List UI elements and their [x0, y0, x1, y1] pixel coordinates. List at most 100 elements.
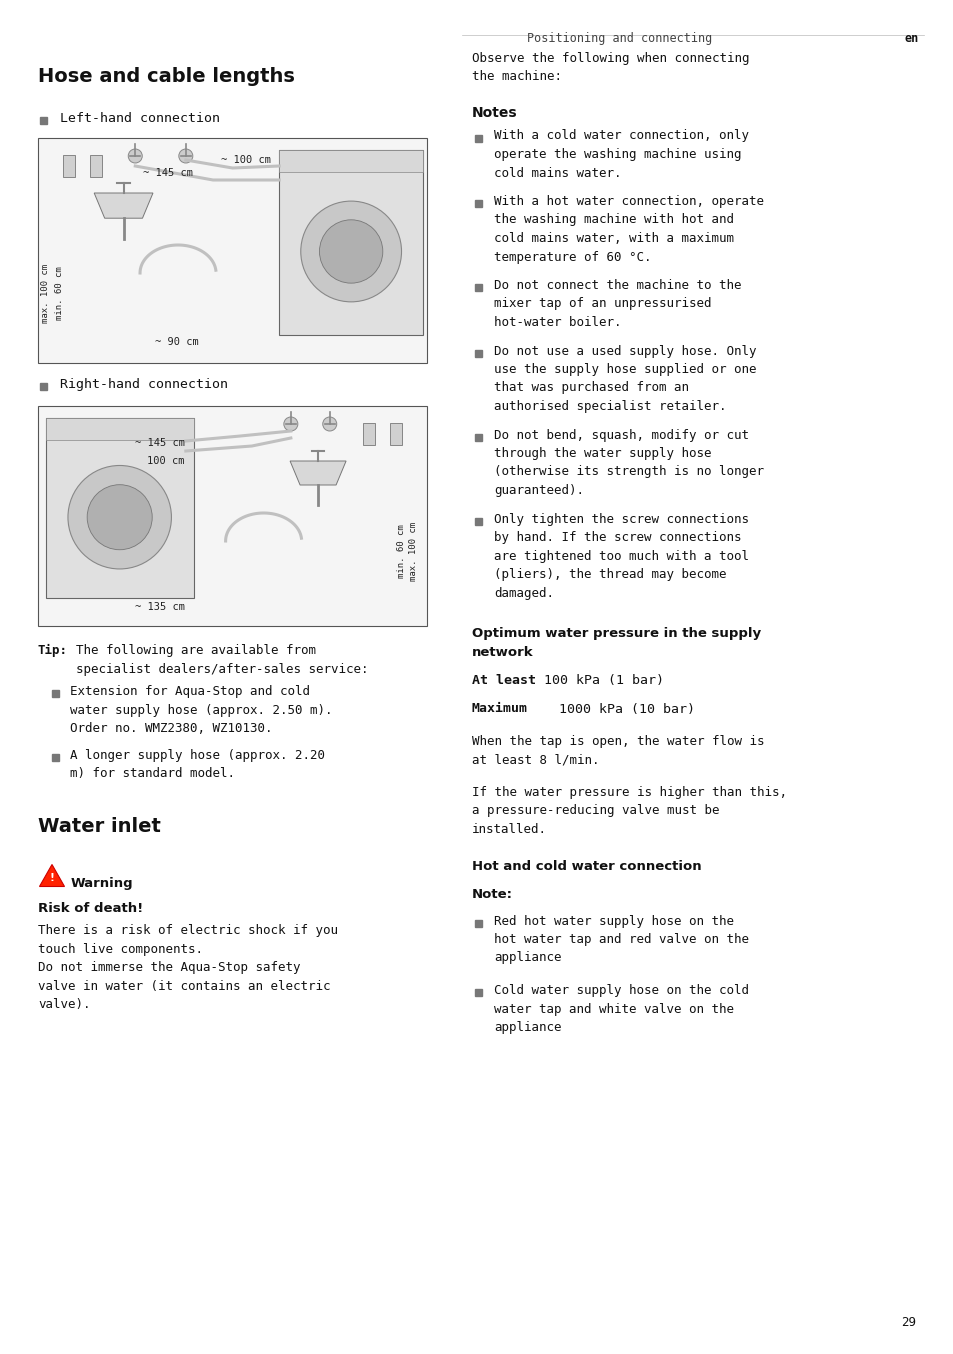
Text: Risk of death!: Risk of death! — [38, 902, 143, 914]
Bar — [475, 349, 481, 356]
Text: appliance: appliance — [494, 1021, 561, 1034]
Bar — [279, 150, 423, 334]
FancyBboxPatch shape — [390, 422, 401, 445]
Bar — [475, 919, 481, 926]
Circle shape — [128, 149, 142, 162]
Text: water tap and white valve on the: water tap and white valve on the — [494, 1002, 733, 1016]
Text: At least: At least — [472, 674, 536, 686]
Text: Do not connect the machine to the: Do not connect the machine to the — [494, 279, 740, 292]
Text: Positioning and connecting: Positioning and connecting — [526, 32, 712, 45]
Polygon shape — [94, 194, 152, 218]
Text: hot water tap and red valve on the: hot water tap and red valve on the — [494, 933, 748, 946]
Bar — [40, 383, 47, 390]
FancyBboxPatch shape — [63, 154, 75, 177]
Text: that was purchased from an: that was purchased from an — [494, 382, 688, 394]
Text: Do not immerse the Aqua-Stop safety: Do not immerse the Aqua-Stop safety — [38, 961, 300, 974]
Text: ~ 90 cm: ~ 90 cm — [154, 337, 198, 347]
Text: installed.: installed. — [472, 823, 546, 835]
Text: max. 100 cm: max. 100 cm — [409, 521, 417, 581]
Bar — [475, 517, 481, 524]
Text: Extension for Aqua-Stop and cold: Extension for Aqua-Stop and cold — [70, 685, 310, 699]
Text: Maximum: Maximum — [472, 703, 527, 715]
Text: ~ 100 cm: ~ 100 cm — [220, 154, 271, 165]
Text: Tip:: Tip: — [38, 645, 68, 657]
Circle shape — [178, 149, 193, 162]
Text: min. 60 cm: min. 60 cm — [55, 267, 64, 320]
Text: ~ 145 cm: ~ 145 cm — [135, 437, 185, 448]
Text: 1000 kPa (10 bar): 1000 kPa (10 bar) — [558, 703, 695, 715]
Text: !: ! — [50, 873, 54, 883]
Text: When the tap is open, the water flow is: When the tap is open, the water flow is — [472, 735, 763, 747]
Text: at least 8 l/min.: at least 8 l/min. — [472, 753, 598, 766]
Text: Left-hand connection: Left-hand connection — [60, 112, 220, 125]
Text: Only tighten the screw connections: Only tighten the screw connections — [494, 513, 748, 525]
FancyBboxPatch shape — [362, 422, 375, 445]
Text: max. 100 cm: max. 100 cm — [41, 264, 50, 322]
Text: valve in water (it contains an electric: valve in water (it contains an electric — [38, 979, 330, 992]
Circle shape — [68, 466, 172, 569]
Text: Order no. WMZ2380, WZ10130.: Order no. WMZ2380, WZ10130. — [70, 722, 273, 735]
Text: (otherwise its strength is no longer: (otherwise its strength is no longer — [494, 466, 763, 478]
Bar — [52, 754, 59, 761]
Text: ~ 145 cm: ~ 145 cm — [143, 168, 193, 177]
Text: specialist dealers/after-sales service:: specialist dealers/after-sales service: — [76, 662, 368, 676]
Text: Right-hand connection: Right-hand connection — [60, 378, 228, 391]
Text: water supply hose (approx. 2.50 m).: water supply hose (approx. 2.50 m). — [70, 704, 333, 716]
Circle shape — [322, 417, 336, 431]
Text: 100 kPa (1 bar): 100 kPa (1 bar) — [543, 674, 663, 686]
Bar — [475, 284, 481, 291]
Text: min. 60 cm: min. 60 cm — [396, 524, 406, 578]
Circle shape — [87, 485, 152, 550]
Bar — [475, 988, 481, 997]
Bar — [46, 418, 193, 598]
Text: by hand. If the screw connections: by hand. If the screw connections — [494, 531, 740, 544]
Text: Do not bend, squash, modify or cut: Do not bend, squash, modify or cut — [494, 428, 748, 441]
Text: A longer supply hose (approx. 2.20: A longer supply hose (approx. 2.20 — [70, 749, 325, 761]
Text: Notes: Notes — [472, 106, 517, 121]
Bar — [279, 150, 423, 172]
Text: The following are available from: The following are available from — [76, 645, 315, 657]
Text: (pliers), the thread may become: (pliers), the thread may become — [494, 567, 726, 581]
Text: Do not use a used supply hose. Only: Do not use a used supply hose. Only — [494, 344, 756, 357]
Text: Water inlet: Water inlet — [38, 816, 161, 835]
Bar — [475, 134, 481, 142]
Polygon shape — [290, 460, 346, 485]
Text: 100 cm: 100 cm — [147, 456, 184, 466]
Circle shape — [319, 219, 382, 283]
Text: through the water supply hose: through the water supply hose — [494, 447, 711, 460]
FancyBboxPatch shape — [38, 406, 427, 626]
Text: operate the washing machine using: operate the washing machine using — [494, 148, 740, 161]
Text: 29: 29 — [900, 1316, 915, 1330]
Text: authorised specialist retailer.: authorised specialist retailer. — [494, 399, 726, 413]
Text: appliance: appliance — [494, 952, 561, 964]
Text: guaranteed).: guaranteed). — [494, 483, 583, 497]
FancyBboxPatch shape — [38, 138, 427, 363]
Text: With a cold water connection, only: With a cold water connection, only — [494, 130, 748, 142]
Text: Observe the following when connecting: Observe the following when connecting — [472, 51, 749, 65]
Text: touch live components.: touch live components. — [38, 942, 203, 956]
Text: the washing machine with hot and: the washing machine with hot and — [494, 214, 733, 226]
Bar — [475, 200, 481, 207]
Text: temperature of 60 °C.: temperature of 60 °C. — [494, 250, 651, 264]
Text: m) for standard model.: m) for standard model. — [70, 766, 234, 780]
Text: the machine:: the machine: — [472, 70, 561, 84]
Polygon shape — [39, 864, 65, 887]
Text: With a hot water connection, operate: With a hot water connection, operate — [494, 195, 763, 209]
Circle shape — [284, 417, 297, 431]
Bar — [46, 418, 193, 440]
Text: valve).: valve). — [38, 998, 91, 1011]
Text: If the water pressure is higher than this,: If the water pressure is higher than thi… — [472, 787, 786, 799]
Text: Hose and cable lengths: Hose and cable lengths — [38, 66, 294, 87]
Text: Optimum water pressure in the supply: Optimum water pressure in the supply — [472, 627, 760, 640]
Bar — [52, 691, 59, 697]
Text: damaged.: damaged. — [494, 586, 554, 600]
Text: hot-water boiler.: hot-water boiler. — [494, 315, 620, 329]
Bar — [40, 116, 47, 125]
Text: en: en — [903, 32, 918, 45]
Text: cold mains water.: cold mains water. — [494, 167, 620, 180]
Text: are tightened too much with a tool: are tightened too much with a tool — [494, 550, 748, 562]
Circle shape — [300, 202, 401, 302]
Text: Warning: Warning — [71, 876, 133, 890]
Text: mixer tap of an unpressurised: mixer tap of an unpressurised — [494, 298, 711, 310]
Bar — [475, 433, 481, 440]
